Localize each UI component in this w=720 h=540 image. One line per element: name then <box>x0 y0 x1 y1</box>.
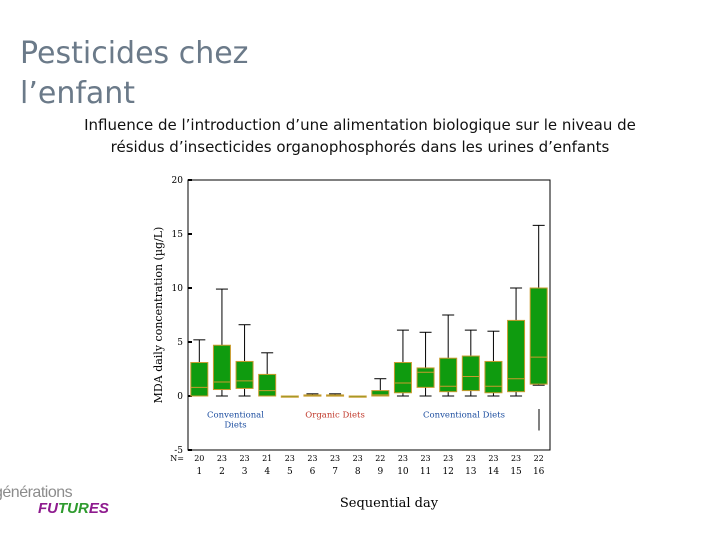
x-tick-label-16: 16 <box>533 467 545 477</box>
annotation-1-line2: Diets <box>224 421 246 431</box>
slide-subtitle-line2: résidus d’insecticides organophosphorés … <box>110 138 610 156</box>
x-tick-label-11: 11 <box>420 467 431 477</box>
box-day-13 <box>461 355 480 392</box>
logo-text-top: générations <box>0 484 73 501</box>
x-tick-label-10: 10 <box>397 467 409 477</box>
y-tick-label-10: 10 <box>172 284 184 294</box>
n-label-day-6: 23 <box>307 454 317 463</box>
n-label-day-16: 22 <box>534 454 544 463</box>
box-day-12 <box>439 357 458 393</box>
y-tick-label-0: 0 <box>177 392 183 402</box>
y-tick-label-15: 15 <box>172 230 184 240</box>
n-label-day-14: 23 <box>488 454 498 463</box>
x-tick-label-6: 6 <box>310 467 316 477</box>
slide-title: Pesticides chez l’enfant <box>20 34 248 114</box>
box-day-1 <box>190 362 209 397</box>
box-day-4 <box>258 373 277 397</box>
n-label-day-7: 23 <box>330 454 340 463</box>
n-label-day-15: 23 <box>511 454 521 463</box>
y-tick-label--5: -5 <box>174 446 183 456</box>
n-row-label: N= <box>170 454 184 463</box>
n-label-day-1: 20 <box>194 454 204 463</box>
plot-frame <box>187 179 551 451</box>
n-label-day-4: 21 <box>262 454 272 463</box>
slide-title-line2: l’enfant <box>20 76 136 111</box>
slide-title-line1: Pesticides chez <box>20 36 249 71</box>
box-day-15 <box>507 319 526 393</box>
box-day-11 <box>416 367 435 388</box>
y-axis-label: MDA daily concentration (µg/L) <box>152 227 165 404</box>
annotation-1-line1: Conventional <box>207 411 264 421</box>
x-tick-label-3: 3 <box>242 467 248 477</box>
n-label-day-8: 23 <box>353 454 363 463</box>
x-tick-label-9: 9 <box>377 467 383 477</box>
slide-subtitle-line1: Influence de l’introduction d’une alimen… <box>84 116 636 134</box>
x-tick-label-7: 7 <box>332 467 338 477</box>
slide-subtitle: Influence de l’introduction d’une alimen… <box>40 114 680 158</box>
n-label-day-12: 23 <box>443 454 453 463</box>
box-day-10 <box>393 362 412 394</box>
x-tick-label-8: 8 <box>355 467 361 477</box>
x-tick-label-5: 5 <box>287 467 293 477</box>
x-tick-label-13: 13 <box>465 467 477 477</box>
logo-text-bottom: FUTURES <box>38 500 109 517</box>
n-label-day-2: 23 <box>217 454 227 463</box>
x-tick-label-14: 14 <box>488 467 500 477</box>
x-tick-label-4: 4 <box>264 467 270 477</box>
annotation-3-line1: Conventional Diets <box>423 411 505 421</box>
x-tick-label-12: 12 <box>442 467 453 477</box>
n-label-day-5: 23 <box>285 454 295 463</box>
box-day-16 <box>529 287 548 385</box>
box-day-9 <box>371 390 390 397</box>
y-tick-label-5: 5 <box>177 338 183 348</box>
box-day-3 <box>235 360 254 389</box>
n-label-day-9: 22 <box>375 454 385 463</box>
n-label-day-10: 23 <box>398 454 408 463</box>
n-label-day-13: 23 <box>466 454 476 463</box>
x-tick-label-1: 1 <box>196 467 202 477</box>
x-tick-label-15: 15 <box>510 467 522 477</box>
box-day-2 <box>212 344 231 391</box>
n-label-day-11: 23 <box>420 454 430 463</box>
box-day-14 <box>484 360 503 394</box>
n-label-day-3: 23 <box>239 454 249 463</box>
x-axis-label: Sequential day <box>340 496 439 511</box>
x-tick-label-2: 2 <box>219 467 225 477</box>
y-tick-label-20: 20 <box>172 176 184 186</box>
annotation-2-line1: Organic Diets <box>305 411 365 421</box>
generations-futures-logo: générations FUTURES <box>0 484 120 524</box>
